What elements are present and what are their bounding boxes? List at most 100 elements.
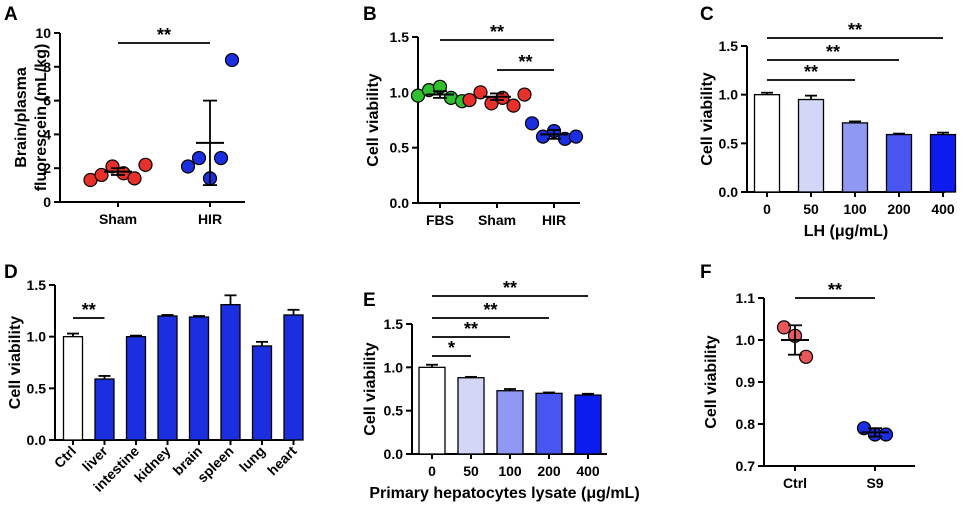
panel-b: B 0.0 0.5 1.0 1.5 Cell viability FBS Sham HIR ** *… xyxy=(363,4,584,228)
y-axis-label: Brain/plasma fluorescein (mL/kg) xyxy=(13,44,50,192)
bar xyxy=(125,336,147,441)
x-tick-label: heart xyxy=(264,443,300,479)
panel-label: F xyxy=(700,262,712,283)
x-tick-label: 0 xyxy=(428,463,436,479)
y-tick-label: 1.1 xyxy=(736,290,756,306)
bar xyxy=(457,377,485,455)
bar xyxy=(283,314,304,441)
data-point xyxy=(180,159,196,174)
significance-label: ** xyxy=(503,278,517,298)
panel-a: A 0 2 4 6 8 10 Brain/plasma fluorescein (mL/kg) S… xyxy=(4,4,245,227)
x-tick-label: spleen xyxy=(194,443,237,486)
panel-label: E xyxy=(363,290,376,311)
y-tick-label: 0.9 xyxy=(736,374,756,390)
x-tick-label: kidney xyxy=(131,443,174,486)
y-tick-label: 0.5 xyxy=(384,403,404,419)
data-point xyxy=(776,320,792,335)
x-tick-label: 400 xyxy=(931,201,955,217)
y-axis-label-line: fluorescein (mL/kg) xyxy=(33,44,50,192)
y-tick-label: 0.0 xyxy=(390,195,410,211)
significance-label: ** xyxy=(82,300,96,320)
data-point xyxy=(105,159,120,174)
data-point xyxy=(213,150,229,166)
panel-label: B xyxy=(363,4,377,25)
y-tick-label: 1.5 xyxy=(719,38,739,54)
bar xyxy=(220,303,241,441)
y-tick-label: 1.0 xyxy=(27,329,47,345)
panel-label: A xyxy=(4,4,18,25)
significance-label: ** xyxy=(848,20,862,40)
y-axis-label: Cell viability xyxy=(365,73,382,166)
data-point xyxy=(94,167,109,183)
significance-label: * xyxy=(448,338,455,358)
y-tick-label: 1.0 xyxy=(719,87,739,103)
data-point xyxy=(473,85,488,100)
x-tick-label: 50 xyxy=(803,201,819,217)
bar xyxy=(535,392,563,455)
x-tick-label: 50 xyxy=(463,463,479,479)
x-tick-label: 100 xyxy=(843,201,867,217)
y-tick-label: 0.0 xyxy=(719,184,739,200)
y-tick-label: 10 xyxy=(35,25,51,41)
bar xyxy=(885,133,913,193)
y-tick-label: 1.0 xyxy=(384,359,404,375)
x-tick-label: Ctrl xyxy=(783,475,807,491)
panel-f: F 0.7 0.8 0.9 1.0 1.1 Cell viability Ctrl S9 ** xyxy=(700,262,915,491)
y-tick-label: 8 xyxy=(43,59,51,75)
data-point xyxy=(191,150,207,166)
significance-label: ** xyxy=(826,42,840,62)
x-tick-label: 400 xyxy=(576,463,600,479)
y-tick-label: 0 xyxy=(43,194,51,210)
y-tick-label: 0.5 xyxy=(719,135,739,151)
bar xyxy=(797,98,825,193)
y-tick-label: 6 xyxy=(43,93,51,109)
bar xyxy=(929,133,957,193)
significance-label: ** xyxy=(157,25,171,45)
data-point xyxy=(878,427,894,442)
significance-label: ** xyxy=(464,319,478,339)
x-tick-label: HIR xyxy=(542,212,566,228)
data-point xyxy=(410,88,426,103)
x-tick-label: HIR xyxy=(198,211,222,227)
y-tick-label: 1.5 xyxy=(27,277,47,293)
panel-e: E 0.0 0.5 1.0 1.5 Cell viability 0 50 100 200 400 P… xyxy=(362,278,640,502)
data-point xyxy=(127,171,142,186)
y-tick-label: 0.0 xyxy=(27,432,47,448)
panel-c: C 0.0 0.5 1.0 1.5 Cell viability 0 50 100 200 400 L… xyxy=(699,4,957,240)
significance-label: ** xyxy=(804,62,818,82)
significance-label: ** xyxy=(490,22,504,42)
y-tick-label: 1.5 xyxy=(390,29,410,45)
panel-label: C xyxy=(700,4,714,25)
bar xyxy=(188,316,210,441)
x-tick-label: S9 xyxy=(866,475,883,491)
bar xyxy=(753,94,781,193)
data-point xyxy=(462,92,477,108)
data-point xyxy=(224,52,240,68)
y-tick-label: 0.0 xyxy=(384,446,404,462)
x-tick-label: lung xyxy=(236,443,268,475)
bar xyxy=(418,366,446,455)
significance-label: ** xyxy=(828,280,842,300)
y-tick-label: 0.8 xyxy=(736,416,756,432)
x-tick-label: FBS xyxy=(426,212,454,228)
y-axis-label: Cell viability xyxy=(703,335,720,428)
significance-label: ** xyxy=(483,300,497,320)
x-axis-label: LH (μg/mL) xyxy=(804,223,888,240)
x-tick-label: Ctrl xyxy=(51,443,79,471)
y-tick-label: 2 xyxy=(43,160,51,176)
x-tick-label: Sham xyxy=(99,211,137,227)
y-axis-label: Cell viability xyxy=(7,316,24,409)
bar xyxy=(496,390,524,455)
y-tick-label: 1.0 xyxy=(736,332,756,348)
y-tick-label: 1.0 xyxy=(390,84,410,100)
data-point xyxy=(568,129,584,144)
y-tick-label: 0.7 xyxy=(736,458,756,474)
data-point xyxy=(517,87,532,102)
x-axis-label: Primary hepatocytes lysate (μg/mL) xyxy=(369,485,639,502)
y-axis-label-line: Brain/plasma xyxy=(13,67,30,168)
y-tick-label: 0.5 xyxy=(390,140,410,156)
data-point xyxy=(495,90,510,105)
data-point xyxy=(798,349,814,364)
